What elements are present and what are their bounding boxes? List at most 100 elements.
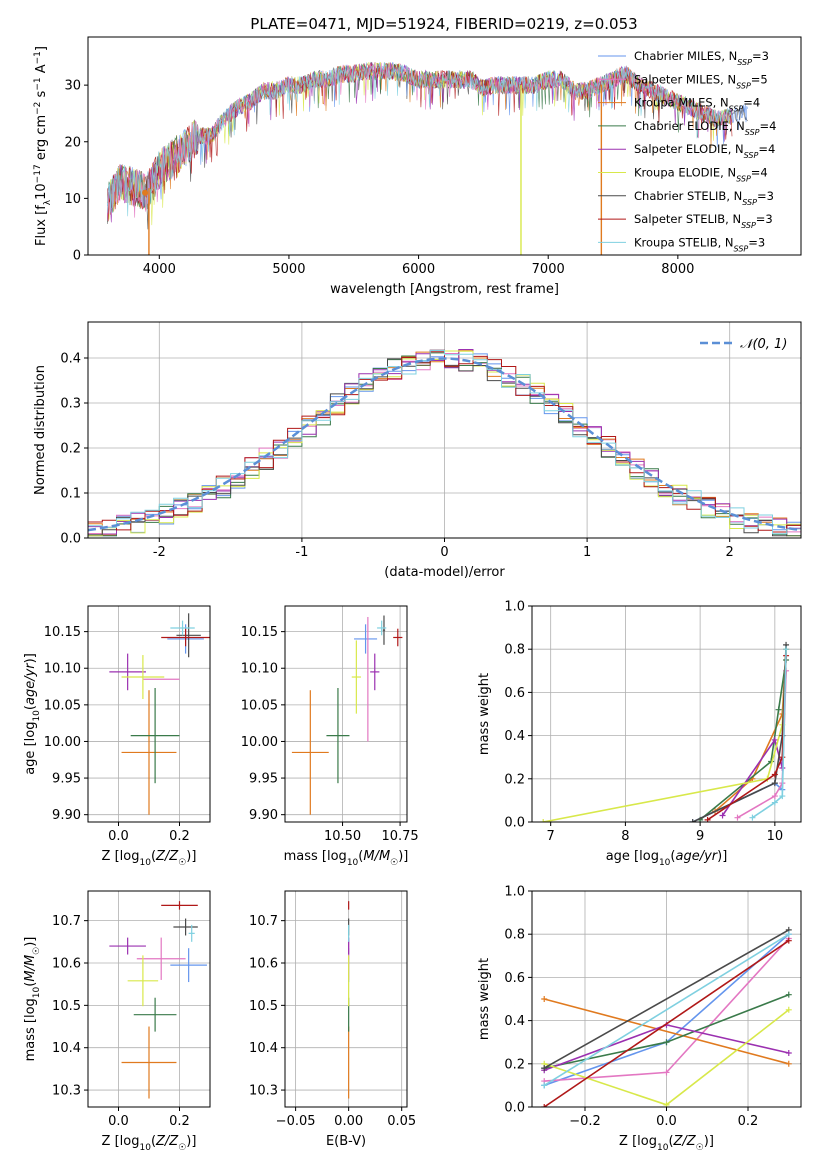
weight-point [785, 931, 792, 938]
y-tick-label: 0.6 [504, 971, 525, 986]
weight-point [541, 1082, 548, 1089]
mass_vs_Z-axes: 0.0 0.2 10.3 10.4 10.5 10.6 10.7 Z [log10(Z/Z☉)… [23, 890, 211, 1153]
y-tick-label: 9.95 [52, 772, 81, 787]
y-tick-label: 9.90 [52, 808, 81, 823]
x-tick-label: -2 [153, 545, 166, 560]
axes-frame [87, 890, 211, 1108]
axes-frame [531, 605, 802, 823]
axes-frame [284, 890, 408, 1108]
y-tick-label: 10.3 [52, 1084, 81, 1099]
spectrum-line [107, 62, 733, 222]
y-tick-label: 1.0 [504, 600, 525, 615]
y-axis-label: Normed distribution [33, 365, 48, 495]
histogram-series [88, 350, 801, 537]
y-tick-label: 9.90 [249, 808, 278, 823]
axes-frame [87, 36, 802, 256]
x-tick-label: 0.00 [334, 1114, 363, 1129]
x-tick-label: 2 [726, 545, 734, 560]
weight-point [734, 814, 741, 821]
x-tick-label: 0.0 [108, 829, 129, 844]
y-tick-label: 10.4 [52, 1041, 81, 1056]
y-tick-label: 10.7 [52, 914, 81, 929]
weight-point [771, 736, 778, 743]
plot-area [107, 61, 748, 255]
weight_vs_Z-axes: −0.2 0.0 0.2 0.0 0.2 0.4 0.6 0.8 1.0 Z [log10(Z/Z… [477, 885, 802, 1153]
x-axis-label: E(B-V) [326, 1134, 366, 1149]
plot-area [291, 615, 403, 815]
y-axis-label: mass [log10(M/M☉)] [23, 937, 42, 1062]
x-axis-label: age [log10(age/yr)] [606, 849, 728, 868]
y-tick-label: 10.5 [249, 999, 278, 1014]
x-tick-label: 0.2 [169, 1114, 190, 1129]
legend-entry: Kroupa STELIB, NSSP=3 [634, 235, 765, 253]
plot-area [541, 926, 792, 1107]
x-tick-label: 9 [696, 829, 704, 844]
x-tick-label: -1 [295, 545, 308, 560]
x-tick-label: −0.2 [569, 1114, 601, 1129]
spectrum-axes: 4000 5000 6000 7000 8000 0 10 20 30 wavelength [A… [33, 36, 802, 297]
legend-entry: Chabrier ELODIE, NSSP=4 [634, 119, 776, 137]
age_vs_Z-axes: 0.0 0.2 9.90 9.95 10.00 10.05 10.10 10.15 Z [log… [23, 605, 211, 868]
y-tick-label: 0.0 [60, 532, 81, 547]
x-axis-label: Z [log10(Z/Z☉)] [619, 1134, 714, 1153]
y-tick-label: 0.6 [504, 686, 525, 701]
y-tick-label: 10.00 [44, 735, 81, 750]
weight-point [541, 1065, 548, 1072]
x-axis-label: Z [log10(Z/Z☉)] [102, 1134, 197, 1153]
weight-point [663, 1039, 670, 1046]
legend-entry: 𝒩(0, 1) [740, 337, 787, 352]
x-axis-label: Z [log10(Z/Z☉)] [102, 849, 197, 868]
y-tick-label: 0.4 [60, 352, 81, 367]
y-tick-label: 10 [64, 192, 81, 207]
y-tick-label: 0.8 [504, 643, 525, 658]
weight-point [540, 819, 547, 822]
x-tick-label: 10 [767, 829, 784, 844]
weight-series [543, 940, 790, 1107]
legend-entry: Salpeter MILES, NSSP=5 [634, 72, 768, 90]
weight-point [785, 1050, 792, 1056]
y-tick-label: 0.4 [504, 729, 525, 744]
x-tick-label: 0 [440, 545, 448, 560]
weight-series [751, 649, 787, 819]
y-tick-label: 0.8 [504, 928, 525, 943]
y-axis-label: age [log10(age/yr)] [23, 653, 42, 775]
y-tick-label: 1.0 [504, 885, 525, 900]
x-tick-label: 10.75 [381, 829, 418, 844]
axes-frame [87, 605, 211, 823]
weight-series [543, 998, 790, 1065]
weight-point [771, 799, 778, 806]
y-axis-label: mass weight [477, 673, 492, 755]
plot-area [88, 349, 801, 537]
weight-series [692, 644, 787, 822]
weight-point [785, 1060, 792, 1067]
weight-series [721, 649, 787, 816]
plot-area [540, 641, 790, 822]
weight-point [771, 771, 778, 778]
y-tick-label: 10.10 [241, 662, 278, 677]
y-tick-label: 10.10 [44, 662, 81, 677]
y-tick-label: 0 [73, 249, 81, 264]
weight-point [689, 819, 696, 822]
legend-entry: Kroupa MILES, NSSP=4 [634, 96, 760, 114]
y-tick-label: 10.00 [241, 735, 278, 750]
legend-entry: Chabrier MILES, NSSP=3 [634, 49, 769, 67]
y-tick-label: 30 [64, 79, 81, 94]
x-tick-label: 1 [583, 545, 591, 560]
weight-point [541, 996, 548, 1002]
plot-area [109, 901, 207, 1099]
y-tick-label: 10.5 [52, 999, 81, 1014]
y-tick-label: 10.3 [249, 1084, 278, 1099]
x-tick-label: 7 [547, 829, 555, 844]
residuals-axes: -2 -1 0 1 2 0.0 0.1 0.2 0.3 0.4 (data-model)/error… [33, 321, 802, 580]
x-tick-label: 4000 [143, 262, 176, 277]
weight-point [719, 812, 726, 819]
y-tick-label: 10.05 [44, 698, 81, 713]
mass_vs_EBV-axes: −0.05 0.00 0.05 10.3 10.4 10.5 10.6 10.7 E(B-V) [249, 890, 416, 1149]
y-tick-label: 20 [64, 135, 81, 150]
axes-frame [87, 321, 802, 539]
normal-curve [88, 357, 801, 532]
x-tick-label: 10.50 [324, 829, 361, 844]
legend-entry: Salpeter STELIB, NSSP=3 [634, 212, 773, 230]
x-tick-label: 5000 [272, 262, 305, 277]
